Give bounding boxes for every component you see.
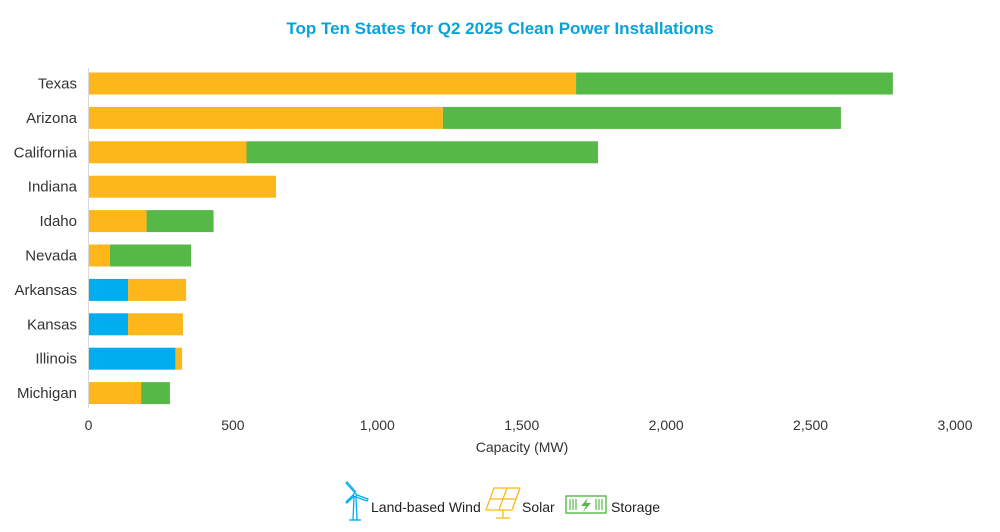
x-tick-label: 1,500 [504, 417, 539, 433]
x-tick-label: 2,000 [649, 417, 684, 433]
chart-title: Top Ten States for Q2 2025 Clean Power I… [286, 19, 713, 38]
x-tick-label: 2,500 [793, 417, 828, 433]
legend-label-storage: Storage [611, 499, 660, 515]
legend-item-wind: Land-based Wind [345, 481, 481, 521]
x-axis-title: Capacity (MW) [476, 439, 569, 455]
bar-texas-storage [576, 72, 893, 95]
x-tick-label: 3,000 [937, 417, 972, 433]
bar-indiana-solar [88, 175, 276, 198]
bar-michigan-storage [141, 382, 170, 405]
bar-michigan-solar [88, 382, 142, 405]
bar-kansas-land-based-wind [88, 313, 129, 336]
bar-arkansas-land-based-wind [88, 278, 129, 301]
category-label-texas: Texas [38, 76, 77, 93]
x-tick-label: 500 [221, 417, 245, 433]
category-label-kansas: Kansas [27, 316, 77, 333]
bar-illinois-land-based-wind [88, 347, 176, 370]
x-tick-label: 1,000 [360, 417, 395, 433]
legend-item-storage: Storage [565, 495, 660, 515]
battery-storage-icon [565, 495, 607, 514]
solar-panel-icon [485, 487, 521, 519]
category-label-idaho: Idaho [39, 213, 77, 230]
category-label-michigan: Michigan [17, 385, 77, 402]
category-label-illinois: Illinois [35, 351, 77, 368]
bar-idaho-solar [88, 210, 147, 233]
bars-group [88, 72, 893, 405]
bar-kansas-solar [128, 313, 183, 336]
category-label-california: California [14, 144, 78, 161]
category-label-indiana: Indiana [28, 179, 78, 196]
bar-nevada-solar [88, 244, 110, 267]
x-tick-label: 0 [85, 417, 93, 433]
bar-california-storage [246, 141, 599, 164]
category-label-arizona: Arizona [26, 110, 78, 127]
bar-idaho-storage [146, 210, 214, 233]
legend: Land-based Wind Solar [345, 481, 660, 521]
bar-california-solar [88, 141, 247, 164]
bar-nevada-storage [109, 244, 192, 267]
wind-turbine-icon [345, 481, 369, 521]
bar-arkansas-solar [128, 278, 187, 301]
bar-arizona-storage [442, 106, 841, 129]
legend-label-solar: Solar [522, 499, 555, 515]
legend-label-wind: Land-based Wind [371, 499, 481, 515]
category-label-arkansas: Arkansas [14, 282, 77, 299]
x-tick-labels: 0 500 1,000 1,500 2,000 2,500 3,000 [85, 417, 973, 433]
bar-illinois-solar [175, 347, 183, 370]
category-labels: Texas Arizona California Indiana Idaho Nevada… [14, 76, 78, 403]
bar-arizona-solar [88, 106, 443, 129]
legend-item-solar: Solar [485, 487, 555, 519]
bar-texas-solar [88, 72, 577, 95]
category-label-nevada: Nevada [25, 248, 77, 265]
